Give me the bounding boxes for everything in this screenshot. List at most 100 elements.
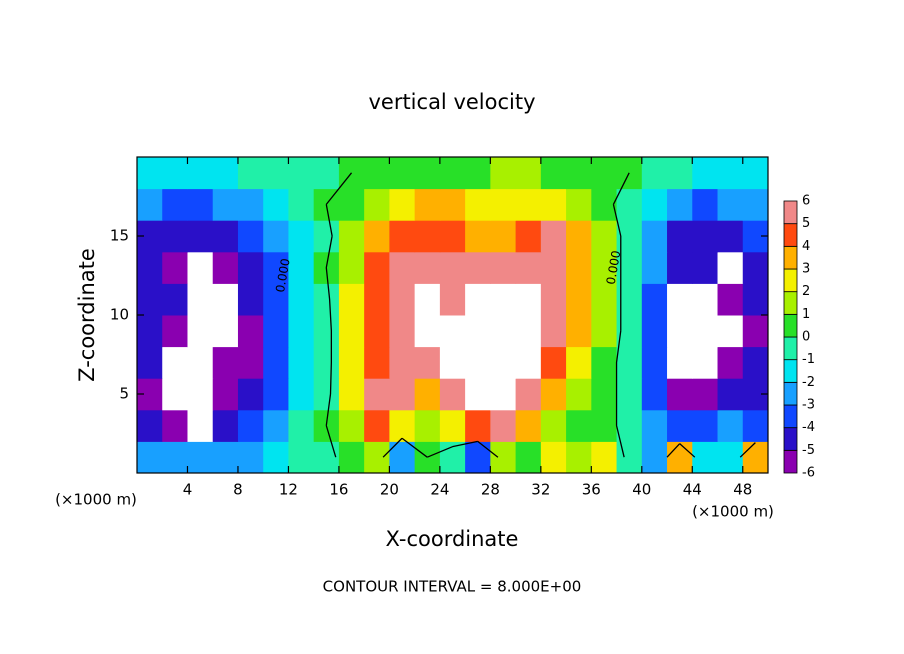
field-cell (212, 283, 239, 316)
colorbar-label: -4 (802, 420, 815, 435)
field-cell (137, 346, 163, 379)
field-cell (212, 378, 239, 411)
field-cell (515, 409, 542, 442)
field-cell (212, 441, 239, 474)
field-cell (641, 409, 668, 442)
field-cell (717, 251, 744, 284)
field-cell (439, 378, 466, 411)
field-cell (490, 157, 517, 190)
colorbar-label: 2 (802, 284, 810, 299)
field-cell (692, 157, 719, 190)
field-cell (338, 346, 365, 379)
field-cell (414, 346, 441, 379)
field-cell (237, 409, 264, 442)
field-cell (414, 283, 441, 316)
field-cell (667, 220, 693, 253)
colorbar-band (783, 291, 798, 315)
field-cell (162, 220, 188, 253)
field-cell (465, 220, 491, 253)
field-cell (591, 188, 618, 221)
field-cell (162, 378, 188, 411)
colorbar-label: -5 (802, 443, 815, 458)
field-cell (717, 378, 744, 411)
field-cell (263, 409, 289, 442)
field-cell (439, 251, 466, 284)
x-axis-label: X-coordinate (386, 527, 519, 551)
colorbar-label: 5 (802, 216, 810, 231)
field-cell (313, 315, 340, 348)
field-cell (515, 157, 542, 190)
y-tick-label: 15 (110, 227, 129, 245)
field-cell (364, 283, 390, 316)
field-cell (566, 315, 592, 348)
field-cell (515, 283, 542, 316)
field-cell (364, 188, 390, 221)
field-cell (389, 409, 416, 442)
field-cell (667, 409, 693, 442)
y-axis-label: Z-coordinate (75, 248, 99, 382)
field-cell (288, 220, 315, 253)
colorbar-band (783, 313, 798, 338)
field-cell (667, 251, 693, 284)
field-cell (540, 315, 567, 348)
field-cell (212, 157, 239, 190)
contour-label: 0.000 (273, 257, 293, 293)
field-cell (137, 251, 163, 284)
field-cell (364, 157, 390, 190)
field-cell (338, 283, 365, 316)
field-cell (616, 409, 643, 442)
field-cell (566, 188, 592, 221)
field-cell (237, 251, 264, 284)
field-cell (490, 315, 517, 348)
field-cell (237, 315, 264, 348)
field-cell (667, 346, 693, 379)
field-cell (742, 188, 769, 221)
colorbar-label: 3 (802, 262, 810, 277)
field-cell (566, 251, 592, 284)
field-cell (742, 251, 769, 284)
x-tick-label: 8 (233, 481, 243, 499)
colorbar-band (783, 359, 798, 383)
field-cell (263, 283, 289, 316)
field-cell (490, 188, 517, 221)
field-cell (237, 188, 264, 221)
field-cell (566, 441, 592, 474)
field-cell (288, 251, 315, 284)
field-cell (540, 157, 567, 190)
field-cell (212, 315, 239, 348)
field-cell (465, 251, 491, 284)
field-cell (742, 346, 769, 379)
field-cell (641, 251, 668, 284)
x-tick-label: 44 (683, 481, 702, 499)
field-cell (692, 315, 719, 348)
colorbar-label: -6 (802, 466, 815, 481)
field-cell (641, 441, 668, 474)
field-cell (288, 409, 315, 442)
field-cell (616, 346, 643, 379)
field-cell (313, 378, 340, 411)
field-cell (288, 378, 315, 411)
field-cell (566, 409, 592, 442)
field-cell (692, 441, 719, 474)
x-tick-label: 4 (183, 481, 193, 499)
colorbar-band (783, 245, 798, 270)
field-cell (338, 220, 365, 253)
field-cell (439, 409, 466, 442)
field-cell (162, 251, 188, 284)
field-cell (465, 283, 491, 316)
colorbar-band (783, 223, 798, 247)
field-cell (717, 409, 744, 442)
field-cell (692, 409, 719, 442)
field-cell (490, 441, 517, 474)
field-cell (338, 315, 365, 348)
colorbar-band (783, 427, 798, 451)
field-cell (667, 283, 693, 316)
field-cell (414, 251, 441, 284)
field-cell (591, 283, 618, 316)
field-cell (389, 157, 416, 190)
field-cell (439, 220, 466, 253)
x-tick-label: 24 (430, 481, 449, 499)
field-cell (616, 188, 643, 221)
contour-label: 0.000 (604, 249, 624, 285)
